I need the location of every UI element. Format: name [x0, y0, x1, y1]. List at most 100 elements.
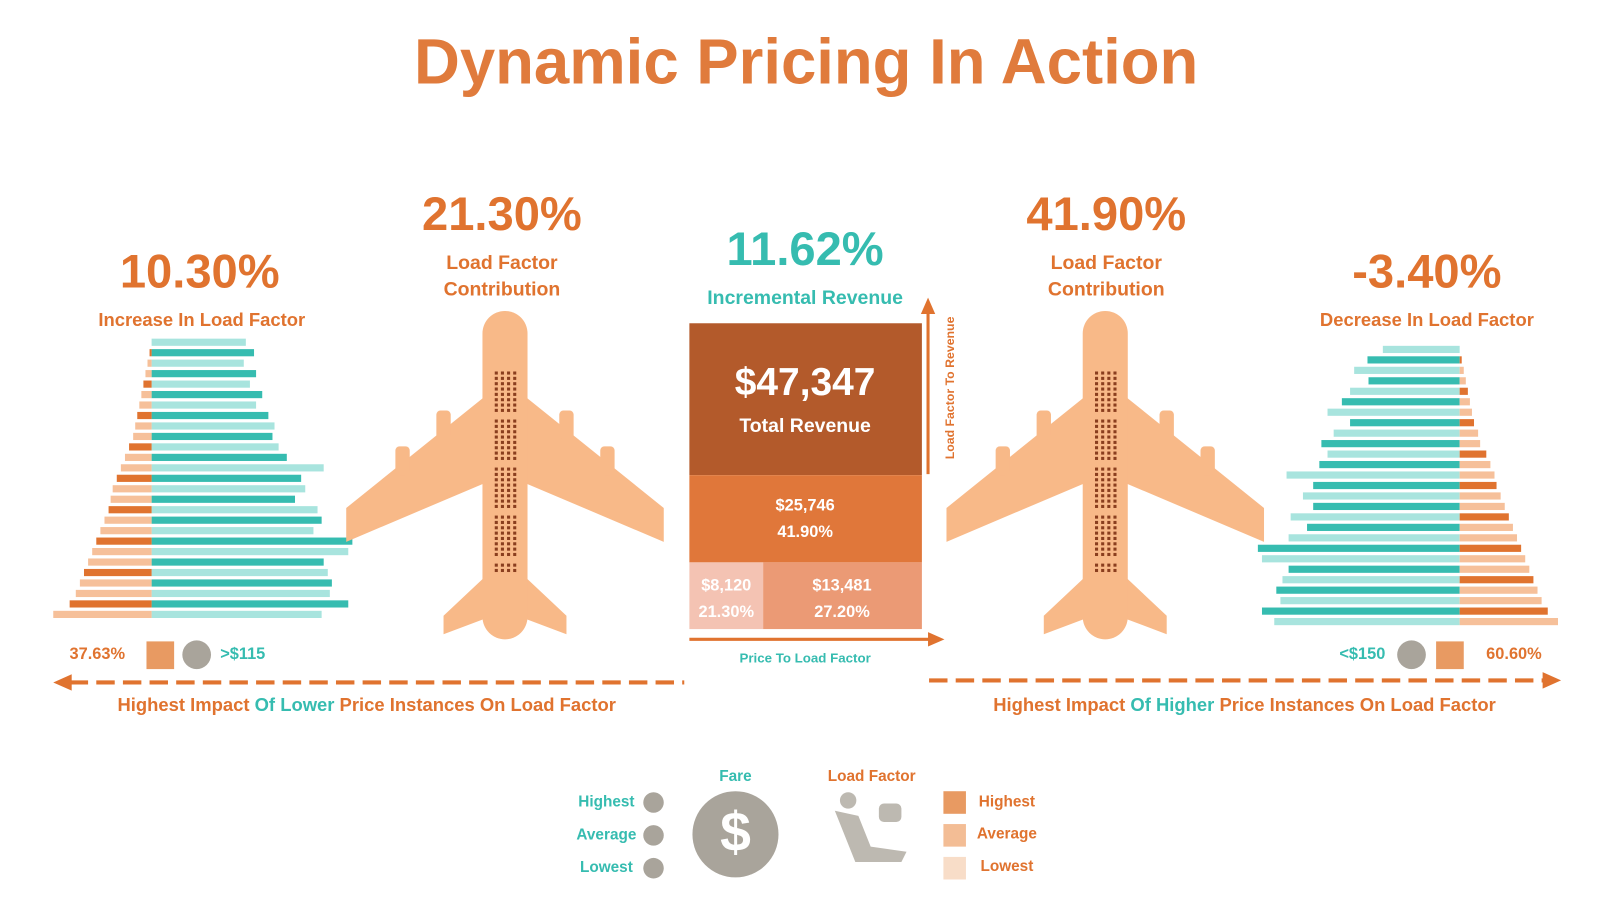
- caption: Highest Impact Of Higher Price Instances…: [993, 694, 1496, 715]
- plane-window: [1095, 376, 1099, 380]
- plane-window: [1107, 387, 1111, 391]
- plane-window: [500, 494, 504, 498]
- plane-window: [494, 430, 498, 434]
- plane-engine: [436, 410, 451, 440]
- plane-window: [1107, 542, 1111, 546]
- caption-part: Highest Impact Of Lower Price Instances …: [117, 694, 616, 715]
- caption-part: Of Lower: [255, 694, 335, 715]
- bar: [1354, 366, 1460, 374]
- plane-engine: [559, 410, 574, 440]
- plane-window: [1101, 563, 1105, 567]
- plane-window: [1101, 478, 1105, 482]
- plane-window: [1101, 499, 1105, 503]
- bar: [1459, 576, 1534, 584]
- box: [689, 562, 764, 630]
- seat-icon: [839, 792, 857, 809]
- bar: [1288, 565, 1460, 573]
- plane-window: [500, 504, 504, 508]
- plane-window: [507, 456, 511, 460]
- plane-window: [500, 552, 504, 557]
- plane-window: [1113, 483, 1117, 487]
- plane-window: [507, 494, 511, 498]
- plane-window: [1095, 542, 1099, 546]
- plane-window: [507, 542, 511, 546]
- plane-window: [500, 451, 504, 455]
- bar: [1261, 555, 1460, 563]
- plane-window: [513, 472, 517, 476]
- plane-window: [494, 451, 498, 455]
- fare-icon: [643, 825, 664, 846]
- plane-tail: [1043, 569, 1167, 635]
- dollar-sign: $: [720, 801, 751, 863]
- plane-window: [500, 371, 504, 375]
- plane-window: [500, 408, 504, 412]
- plane-window: [1113, 547, 1117, 551]
- plane-window: [1095, 504, 1099, 508]
- bar: [1327, 450, 1460, 458]
- bar: [110, 495, 152, 503]
- plane-window: [1095, 456, 1099, 460]
- bar: [1286, 471, 1460, 479]
- plane-window: [513, 536, 517, 540]
- plane-window: [1095, 499, 1099, 503]
- bar: [1459, 597, 1542, 605]
- plane-engine: [395, 446, 410, 476]
- revenue-box: $47,347 Total Revenue $25,746 41.90% $8,…: [689, 297, 957, 665]
- plane-window: [1101, 488, 1105, 492]
- plane-window: [1095, 451, 1099, 455]
- bar: [1341, 398, 1460, 406]
- bar: [1276, 586, 1460, 594]
- plane-window: [1113, 494, 1117, 498]
- plane-window: [507, 472, 511, 476]
- plane-window: [500, 526, 504, 530]
- plane-window: [500, 547, 504, 551]
- bar: [151, 558, 324, 566]
- plane-window: [513, 547, 517, 551]
- plane-window: [1101, 467, 1105, 471]
- plane-window: [1095, 568, 1099, 573]
- plane-window: [1107, 472, 1111, 476]
- plane-window: [500, 520, 504, 524]
- bar: [151, 422, 275, 430]
- bar: [1327, 408, 1460, 416]
- plane-window: [1113, 472, 1117, 476]
- box-text: 27.20%: [814, 603, 870, 621]
- plane-window: [507, 515, 511, 519]
- bar: [151, 380, 250, 388]
- plane-window: [1113, 435, 1117, 439]
- arrow-head: [928, 632, 945, 647]
- plane-window: [500, 499, 504, 503]
- plane-window: [494, 526, 498, 530]
- bar: [129, 443, 152, 451]
- bar: [141, 390, 152, 399]
- plane-window: [1101, 451, 1105, 455]
- plane-window: [500, 483, 504, 487]
- bar: [1333, 429, 1460, 437]
- arrow-head: [53, 674, 72, 691]
- plane-window: [1101, 547, 1105, 551]
- bar: [1257, 544, 1460, 552]
- plane-window: [1113, 504, 1117, 508]
- legend-label: Lowest: [980, 858, 1033, 875]
- bar: [1288, 534, 1460, 542]
- plane-window: [1095, 382, 1099, 386]
- plane-window: [507, 488, 511, 492]
- bar: [151, 464, 324, 472]
- plane-window: [513, 515, 517, 519]
- plane-window: [1101, 398, 1105, 402]
- bar: [1459, 471, 1495, 479]
- plane-window: [500, 467, 504, 471]
- bar: [133, 432, 152, 441]
- caption-part: Highest Impact: [993, 694, 1125, 715]
- plane-window: [1101, 483, 1105, 487]
- box: [689, 475, 922, 563]
- total: $47,347: [735, 361, 876, 404]
- bar: [135, 422, 152, 430]
- fare-icon: [692, 791, 779, 878]
- bar: [1302, 492, 1460, 500]
- plane-window: [1095, 446, 1099, 450]
- bar: [151, 401, 257, 409]
- caption-part: Price Instances On Load Factor: [1219, 694, 1495, 715]
- plane-window: [1113, 446, 1117, 450]
- plane-window: [507, 483, 511, 487]
